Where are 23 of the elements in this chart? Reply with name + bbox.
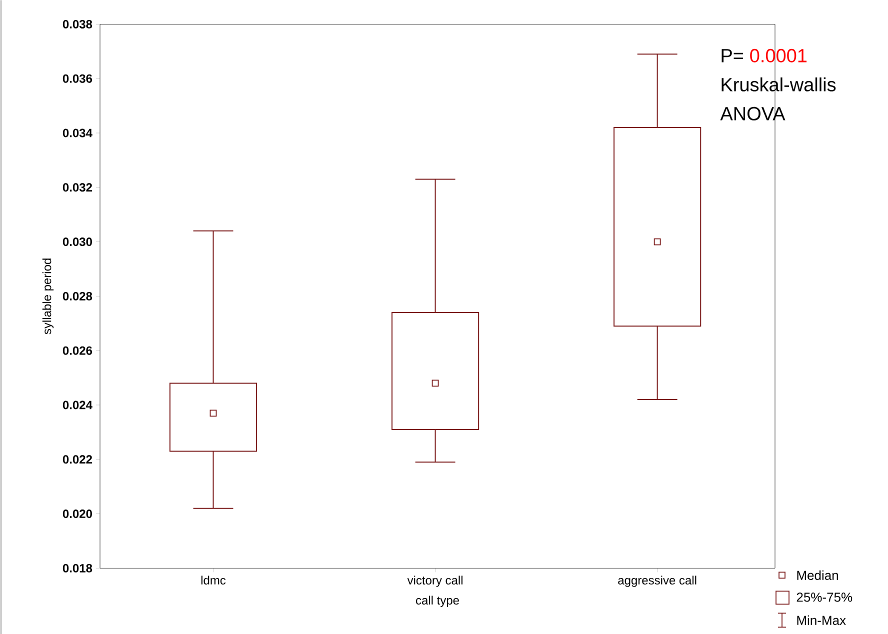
y-tick-label: 0.018 <box>62 564 92 572</box>
annotation: P= <box>722 48 744 62</box>
y-tick-label: 0.032 <box>62 182 92 192</box>
annotation: Kruskal-wallis <box>722 77 836 92</box>
x-tick-label: aggressive call <box>618 576 696 587</box>
y-tick-label: 0.024 <box>62 400 92 410</box>
y-tick-label: 0.034 <box>62 128 92 138</box>
x-tick-label: ldmc <box>201 576 226 584</box>
annotation: 0.0001 <box>750 48 807 62</box>
text: Min-Max <box>797 615 846 625</box>
x-axis-title: call type <box>416 596 459 607</box>
text: 25%-75% <box>796 592 852 602</box>
y-axis-title: syllable period <box>42 258 54 334</box>
y-tick-label: 0.022 <box>62 454 92 464</box>
y-tick-label: 0.030 <box>62 237 92 246</box>
text: Median <box>797 570 838 580</box>
y-tick-label: 0.026 <box>62 346 92 355</box>
y-tick-label: 0.038 <box>62 20 92 28</box>
annotation: ANOVA <box>720 106 786 120</box>
x-tick-label: victory call <box>407 576 462 587</box>
y-tick-label: 0.028 <box>62 292 92 300</box>
y-tick-label: 0.036 <box>62 74 92 83</box>
y-tick-label: 0.020 <box>62 509 92 518</box>
